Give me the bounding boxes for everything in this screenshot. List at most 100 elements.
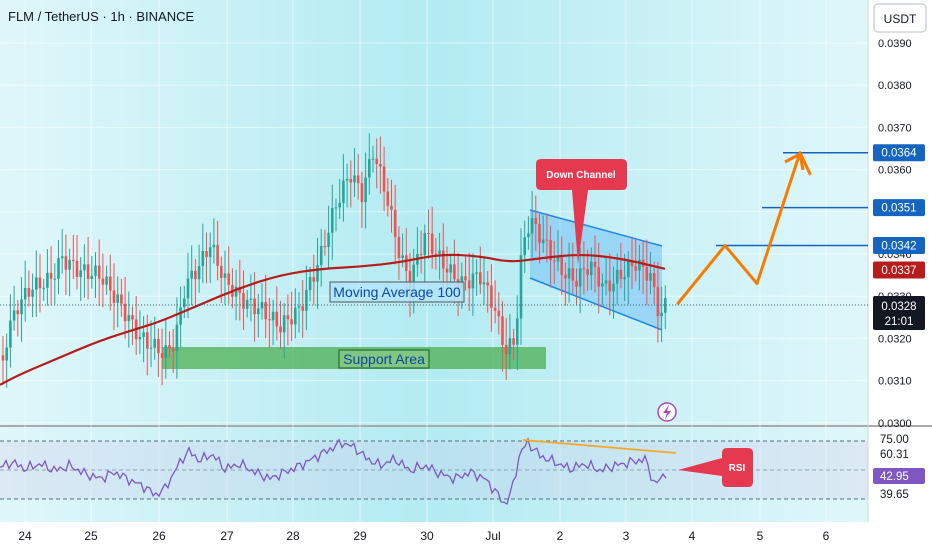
- projection-arrowhead: [784, 152, 805, 171]
- time-axis-tick: 24: [18, 529, 32, 543]
- down-channel-callout: [536, 159, 627, 264]
- candle-body: [308, 277, 312, 291]
- support-area-label-box: [338, 349, 430, 369]
- candle: [664, 285, 667, 329]
- candle-body: [116, 294, 119, 303]
- candle-body: [201, 251, 205, 267]
- candle-body: [530, 218, 534, 234]
- candle: [42, 278, 45, 301]
- candle: [419, 230, 423, 274]
- candle-body: [253, 298, 256, 315]
- candle: [301, 280, 304, 338]
- candle-body: [327, 232, 330, 247]
- candle-body: [16, 310, 20, 315]
- candle: [360, 171, 364, 229]
- candle-body: [386, 191, 390, 206]
- countdown-timer: 21:01: [885, 316, 914, 328]
- candle: [390, 179, 393, 233]
- candle: [279, 300, 282, 350]
- candle-body: [149, 347, 153, 349]
- candle-body: [652, 273, 656, 288]
- candle: [319, 228, 323, 287]
- candle: [464, 256, 467, 291]
- candle: [364, 152, 367, 229]
- candle-body: [60, 256, 64, 259]
- currency-label[interactable]: USDT: [884, 12, 917, 26]
- candle: [423, 224, 427, 282]
- candle-body: [208, 247, 212, 257]
- candle: [567, 242, 571, 303]
- candle-body: [279, 326, 282, 333]
- candle-body: [20, 299, 23, 315]
- candle-body: [627, 260, 630, 278]
- candle-body: [179, 307, 182, 325]
- candle-body: [604, 280, 608, 284]
- candle-body: [105, 276, 108, 285]
- lightning-icon-glyph: [663, 405, 671, 419]
- candle-body: [512, 338, 515, 345]
- candle-body: [220, 265, 223, 278]
- candle-body: [223, 273, 227, 278]
- candle-body: [305, 290, 308, 311]
- candle-body: [578, 268, 582, 287]
- moving-average-label: Moving Average 100: [333, 284, 461, 300]
- candle-body: [238, 286, 242, 294]
- candle: [556, 229, 560, 272]
- candle-body: [405, 255, 408, 271]
- candle-body: [534, 218, 538, 224]
- candle: [238, 259, 242, 321]
- candle: [179, 286, 182, 348]
- candle: [486, 270, 489, 313]
- candle: [527, 216, 530, 250]
- candle: [190, 245, 193, 306]
- candle: [212, 218, 216, 264]
- candle: [101, 253, 105, 308]
- candle: [645, 239, 649, 306]
- candle-body: [556, 257, 560, 262]
- candle-body: [316, 265, 319, 282]
- candle: [27, 270, 31, 307]
- candle-body: [290, 319, 293, 325]
- candle: [12, 285, 16, 331]
- candle: [427, 209, 430, 259]
- candle: [234, 269, 238, 321]
- candle: [356, 153, 360, 200]
- candle-body: [90, 275, 94, 280]
- candle-body: [375, 158, 378, 164]
- candle: [201, 223, 205, 284]
- candle-body: [390, 205, 393, 210]
- candle: [131, 306, 134, 346]
- candle: [630, 236, 634, 290]
- candle-body: [430, 233, 434, 254]
- candle: [9, 294, 12, 368]
- candle: [586, 249, 589, 291]
- time-axis-tick: 4: [689, 529, 696, 543]
- candle-body: [12, 310, 16, 321]
- candle-body: [408, 270, 412, 290]
- candle-body: [393, 209, 397, 237]
- candle: [649, 251, 652, 295]
- candle: [530, 190, 534, 258]
- candle-body: [634, 266, 637, 271]
- candle: [545, 213, 549, 263]
- candle-body: [282, 315, 286, 333]
- candle: [652, 261, 656, 305]
- candle-body: [504, 344, 508, 355]
- rsi-level-75-label: 75.00: [880, 434, 909, 446]
- currency-button-box[interactable]: [873, 3, 927, 33]
- candle-body: [541, 239, 545, 244]
- candle-body: [131, 315, 134, 320]
- candle-body: [338, 202, 341, 208]
- candle: [290, 291, 293, 342]
- candle: [615, 253, 619, 305]
- candle-body: [593, 261, 597, 268]
- candle-body: [86, 264, 90, 280]
- candle: [449, 253, 452, 286]
- candle: [597, 242, 600, 314]
- candle-body: [523, 237, 526, 256]
- candle: [501, 301, 504, 372]
- down-channel-upper-line: [529, 209, 663, 247]
- candle: [393, 184, 397, 265]
- candle: [79, 257, 82, 301]
